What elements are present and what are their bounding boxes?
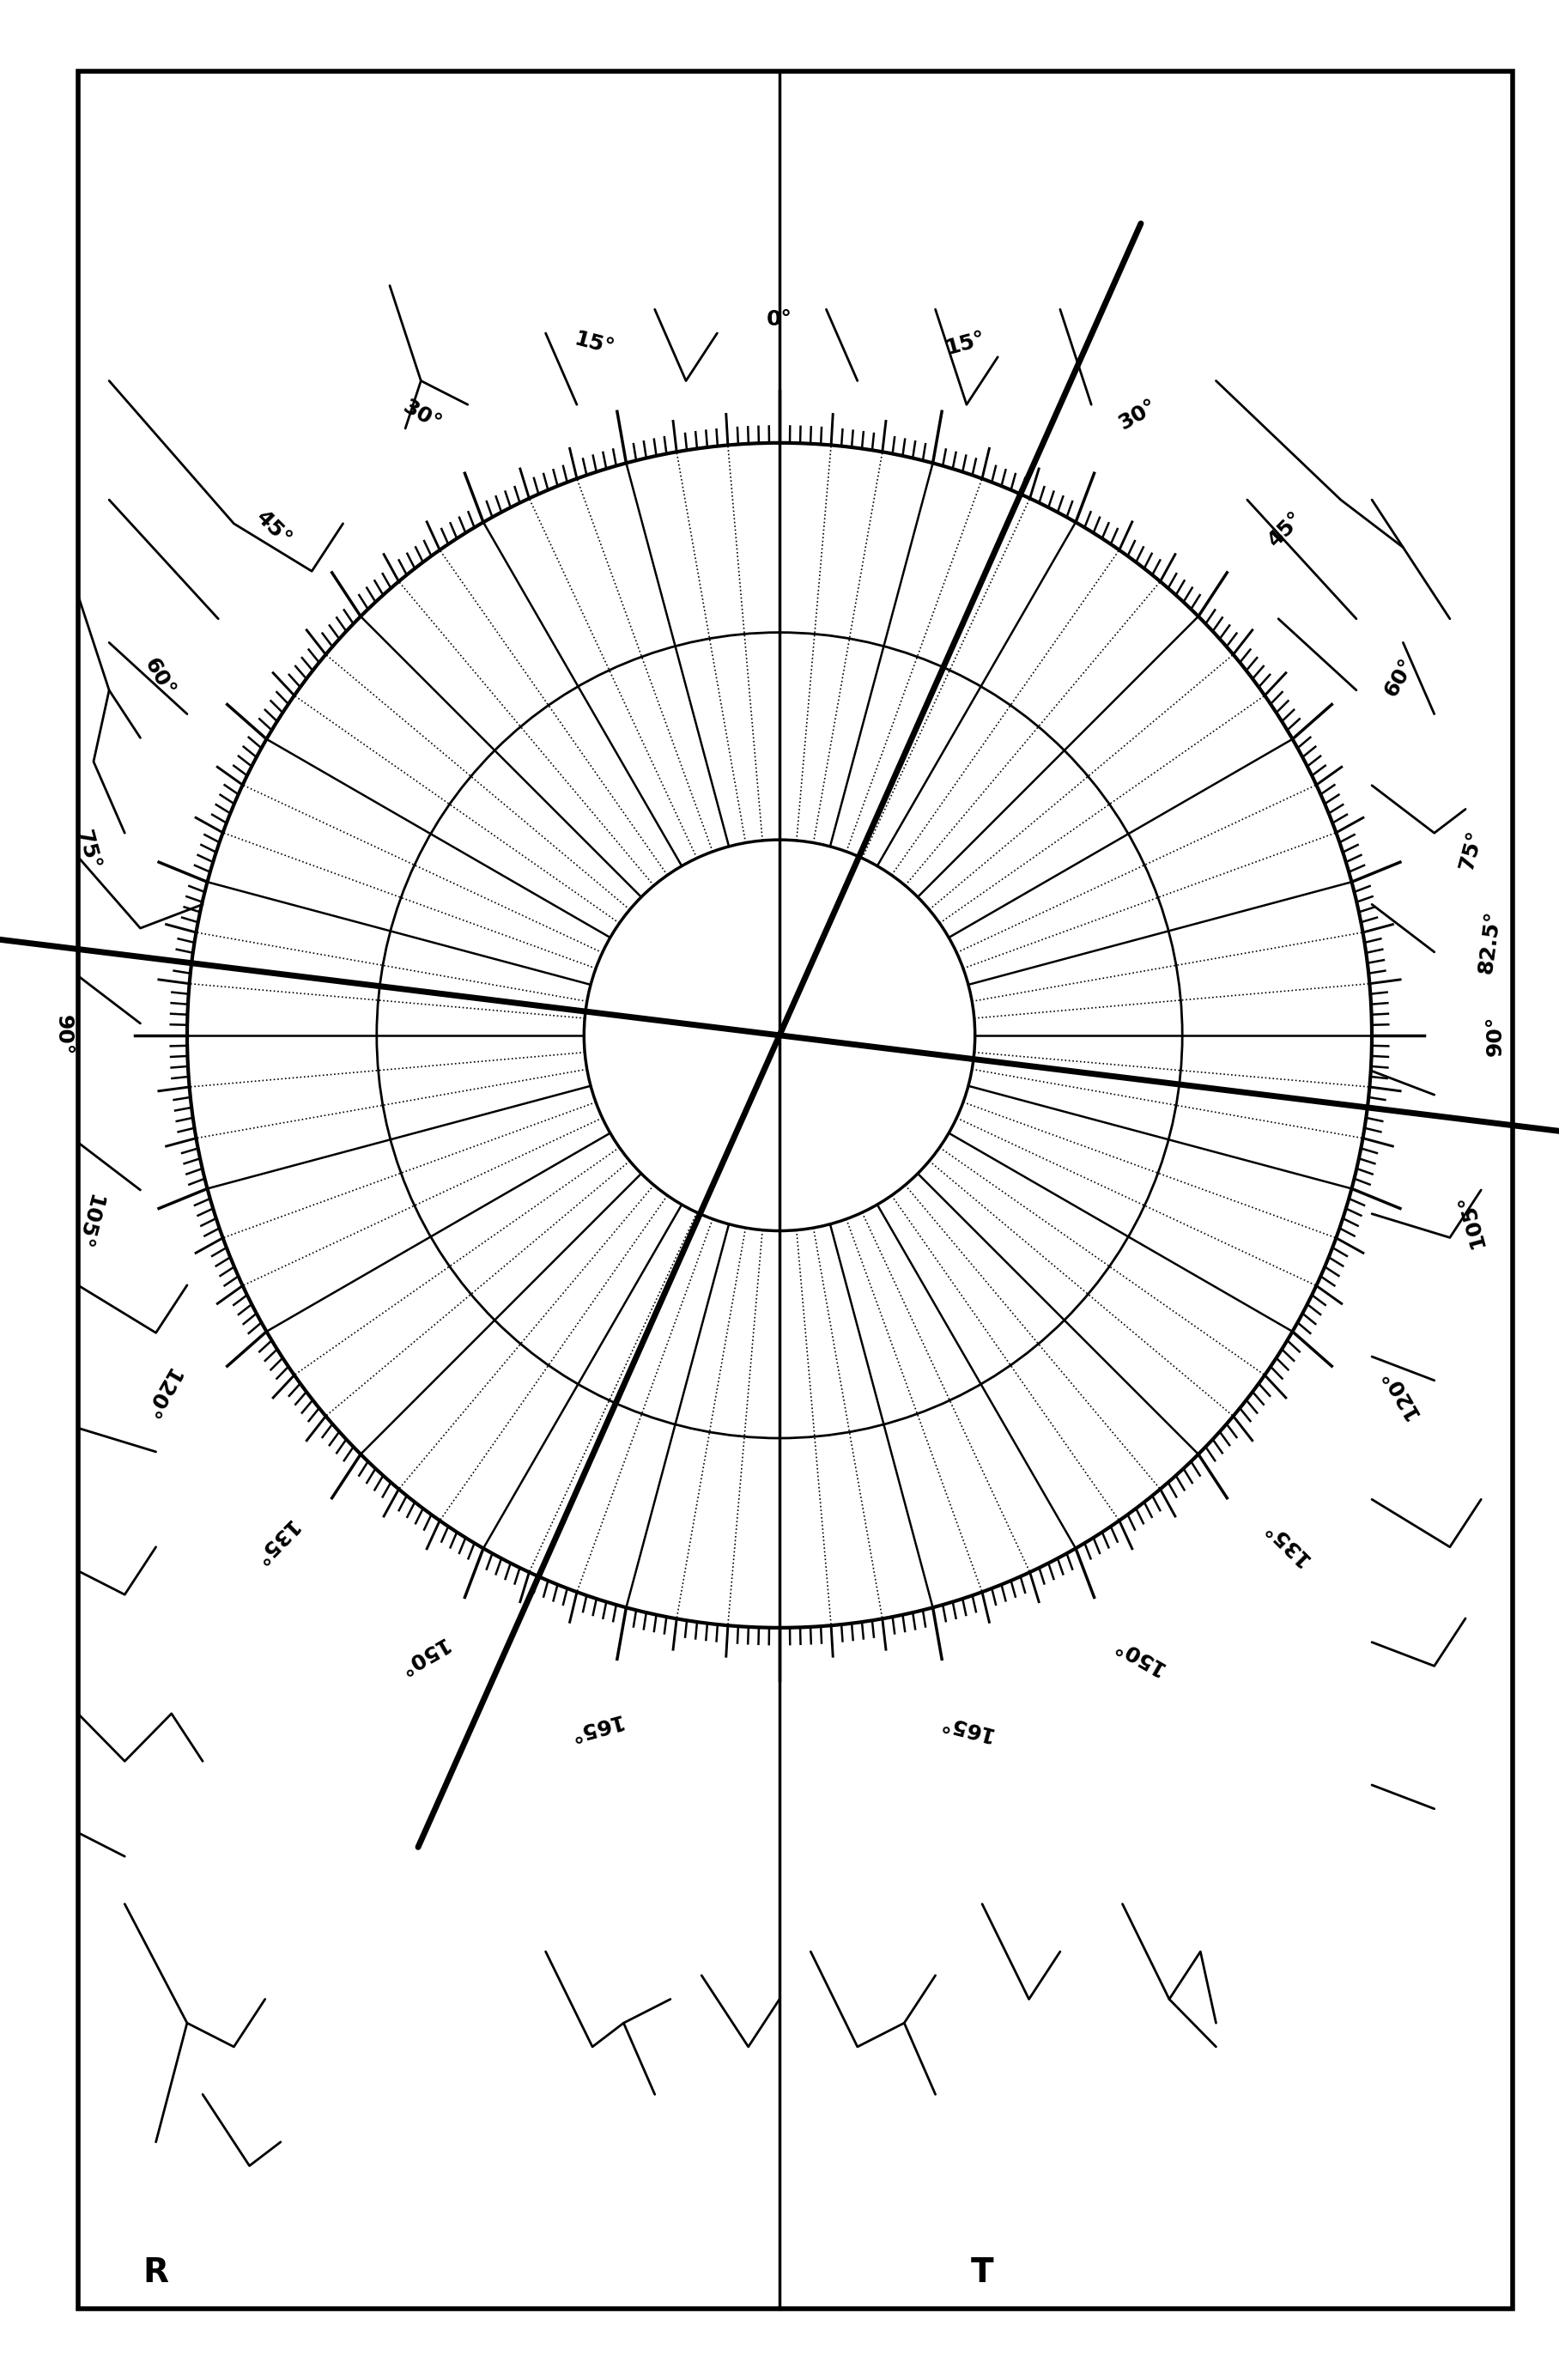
Text: 82.5°: 82.5° — [1475, 909, 1504, 976]
Text: T: T — [971, 2256, 993, 2290]
Text: 30°: 30° — [399, 395, 444, 433]
Text: 15°: 15° — [572, 328, 616, 359]
Text: 165°: 165° — [935, 1709, 995, 1745]
Text: 120°: 120° — [137, 1364, 182, 1423]
Text: 0°: 0° — [767, 309, 792, 328]
Text: 150°: 150° — [1108, 1633, 1166, 1678]
Text: 45°: 45° — [1264, 507, 1308, 550]
Text: 60°: 60° — [1381, 654, 1419, 700]
Text: 45°: 45° — [251, 507, 295, 550]
Text: 15°: 15° — [943, 328, 987, 359]
Text: 165°: 165° — [564, 1709, 624, 1745]
Text: 90°: 90° — [1486, 1014, 1506, 1057]
Text: 105°: 105° — [70, 1190, 104, 1250]
Text: R: R — [143, 2256, 168, 2290]
Text: 150°: 150° — [393, 1633, 451, 1678]
Text: 30°: 30° — [1115, 395, 1160, 433]
Text: 75°: 75° — [1456, 828, 1486, 871]
Text: 135°: 135° — [1260, 1514, 1313, 1568]
Text: 90°: 90° — [53, 1014, 73, 1057]
Text: 60°: 60° — [140, 654, 178, 700]
Text: 120°: 120° — [1377, 1364, 1422, 1423]
Text: 105°: 105° — [1455, 1190, 1489, 1250]
Text: 75°: 75° — [73, 828, 103, 871]
Text: 135°: 135° — [246, 1514, 299, 1568]
